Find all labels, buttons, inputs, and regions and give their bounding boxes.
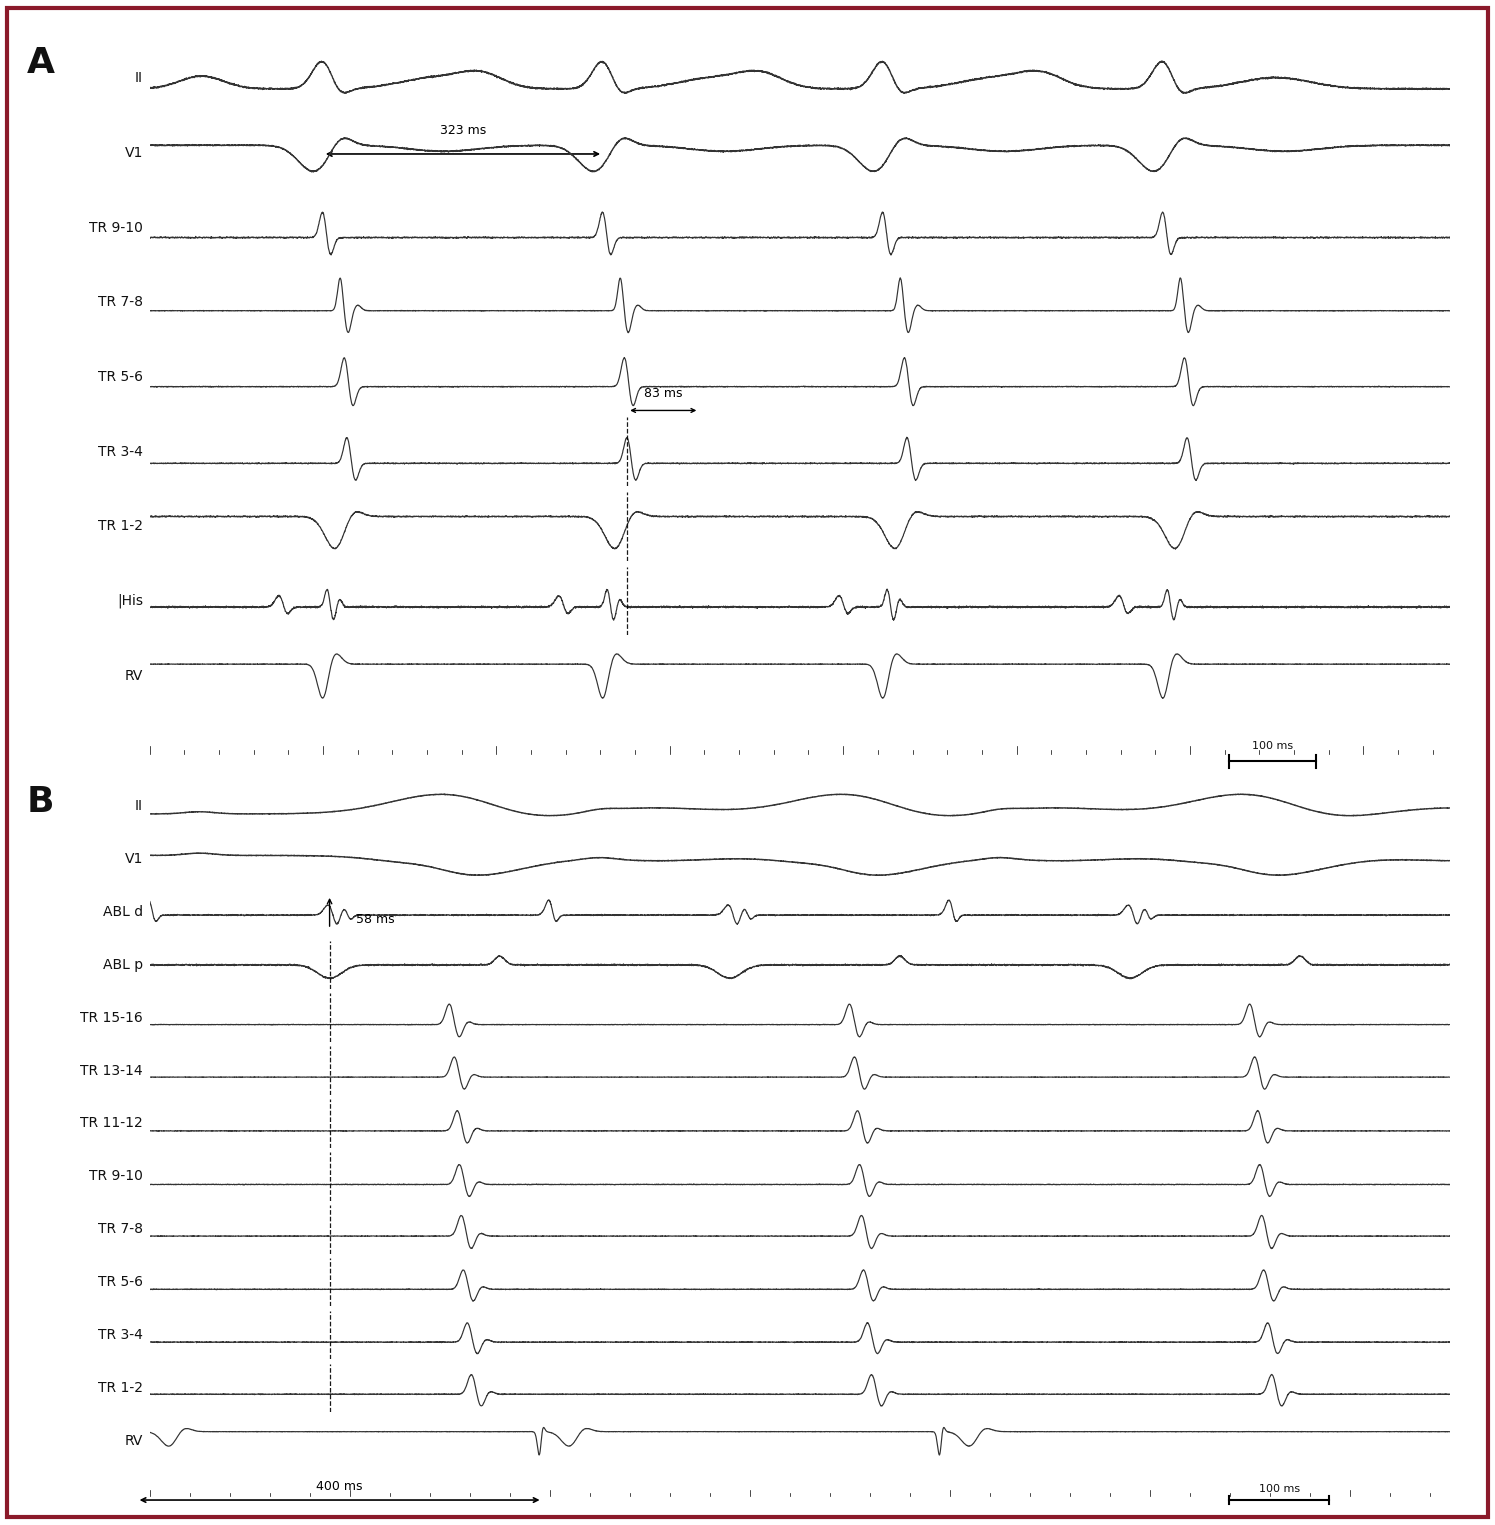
- Text: TR 3-4: TR 3-4: [99, 445, 144, 459]
- Text: RV: RV: [124, 668, 144, 683]
- Text: TR 5-6: TR 5-6: [99, 1275, 144, 1289]
- Text: V1: V1: [124, 852, 144, 866]
- Text: TR 11-12: TR 11-12: [81, 1116, 144, 1130]
- Text: TR 7-8: TR 7-8: [99, 296, 144, 310]
- Text: TR 9-10: TR 9-10: [90, 221, 144, 235]
- Text: B: B: [27, 785, 54, 819]
- Text: V1: V1: [124, 146, 144, 160]
- Text: TR 9-10: TR 9-10: [90, 1170, 144, 1183]
- Text: |His: |His: [117, 593, 144, 608]
- Text: RV: RV: [124, 1434, 144, 1447]
- Text: TR 5-6: TR 5-6: [99, 371, 144, 384]
- Text: ABL p: ABL p: [103, 958, 144, 971]
- Text: TR 13-14: TR 13-14: [81, 1063, 144, 1078]
- Text: 83 ms: 83 ms: [644, 387, 683, 400]
- Text: TR 3-4: TR 3-4: [99, 1328, 144, 1342]
- Text: ABL d: ABL d: [103, 904, 144, 920]
- Text: II: II: [135, 72, 144, 85]
- Text: 100 ms: 100 ms: [1251, 741, 1293, 752]
- Text: TR 7-8: TR 7-8: [99, 1222, 144, 1237]
- Text: II: II: [135, 799, 144, 813]
- Text: TR 1-2: TR 1-2: [99, 520, 144, 534]
- Text: TR 15-16: TR 15-16: [81, 1011, 144, 1025]
- Text: 58 ms: 58 ms: [356, 913, 395, 926]
- Text: 400 ms: 400 ms: [317, 1481, 363, 1493]
- Text: 100 ms: 100 ms: [1259, 1484, 1299, 1493]
- Text: 323 ms: 323 ms: [440, 124, 486, 137]
- Text: TR 1-2: TR 1-2: [99, 1380, 144, 1395]
- Text: A: A: [27, 46, 55, 79]
